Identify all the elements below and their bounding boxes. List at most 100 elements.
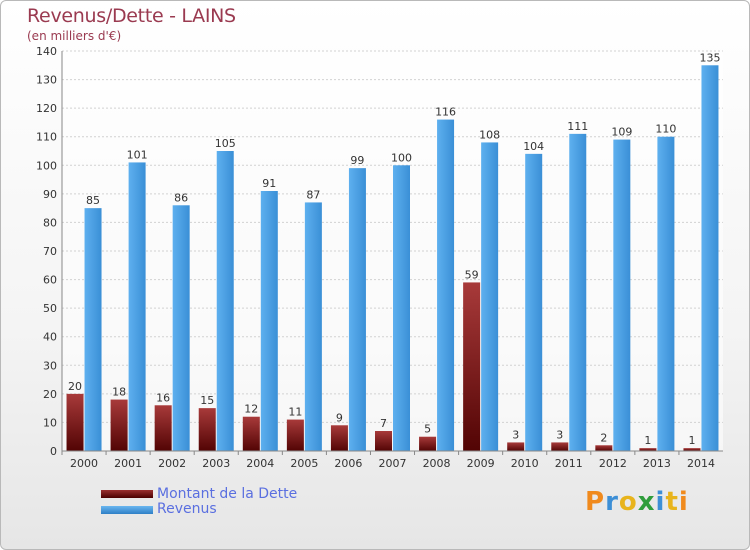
data-label-revenus: 91 xyxy=(262,177,276,190)
data-label-revenus: 135 xyxy=(699,51,720,64)
legend-label-dette: Montant de la Dette xyxy=(157,486,298,502)
bars xyxy=(66,65,719,452)
x-tick-label: 2003 xyxy=(202,457,230,470)
logo-letter: x xyxy=(637,487,656,517)
y-tick-label: 80 xyxy=(43,216,57,229)
x-tick-label: 2000 xyxy=(70,457,98,470)
proxiti-logo: Proxiti xyxy=(585,487,689,517)
bar-dette xyxy=(419,436,437,451)
bar-revenus xyxy=(128,162,146,451)
x-tick-label: 2005 xyxy=(290,457,318,470)
bar-revenus xyxy=(437,119,455,452)
data-label-dette: 16 xyxy=(156,391,170,404)
y-tick-label: 100 xyxy=(36,159,57,172)
x-tick-label: 2002 xyxy=(158,457,186,470)
bar-dette xyxy=(66,393,84,451)
y-tick-label: 30 xyxy=(43,359,57,372)
data-label-dette: 18 xyxy=(112,386,126,399)
data-label-revenus: 87 xyxy=(306,188,320,201)
bar-revenus xyxy=(525,153,543,451)
bar-revenus xyxy=(260,191,278,451)
data-label-dette: 12 xyxy=(244,403,258,416)
logo-letter: P xyxy=(585,487,606,517)
y-tick-label: 20 xyxy=(43,388,57,401)
logo-letter: t xyxy=(665,487,679,517)
x-tick-label: 2014 xyxy=(687,457,715,470)
bar-dette xyxy=(154,405,172,451)
x-tick-label: 2013 xyxy=(643,457,671,470)
bar-revenus xyxy=(657,136,675,451)
bar-dette xyxy=(286,419,304,451)
logo-letter: o xyxy=(618,487,638,517)
y-tick-label: 0 xyxy=(50,445,57,458)
data-label-dette: 3 xyxy=(556,428,563,441)
logo-letter: i xyxy=(678,487,689,517)
x-tick-label: 2007 xyxy=(379,457,407,470)
y-tick-label: 120 xyxy=(36,102,57,115)
x-tick-label: 2010 xyxy=(511,457,539,470)
x-tick-label: 2009 xyxy=(467,457,495,470)
bar-dette xyxy=(330,425,348,451)
y-tick-label: 70 xyxy=(43,245,57,258)
x-tick-label: 2011 xyxy=(555,457,583,470)
grid xyxy=(62,50,723,452)
data-label-dette: 11 xyxy=(288,406,302,419)
legend-swatch-dette xyxy=(101,490,153,498)
plot-area xyxy=(62,51,723,451)
data-label-revenus: 105 xyxy=(215,137,236,150)
legend-label-revenus: Revenus xyxy=(157,501,217,517)
y-tick-label: 40 xyxy=(43,331,57,344)
legend-swatch-revenus xyxy=(101,506,153,514)
data-label-dette: 2 xyxy=(600,431,607,444)
chart-title: Revenus/Dette - LAINS xyxy=(27,5,236,27)
logo-letter: i xyxy=(655,487,666,517)
bar-revenus xyxy=(304,202,322,451)
bar-revenus xyxy=(701,65,719,452)
data-label-dette: 1 xyxy=(644,434,651,447)
bar-revenus xyxy=(393,165,410,452)
bar-revenus xyxy=(613,139,631,452)
y-tick-label: 130 xyxy=(36,74,57,87)
data-label-revenus: 108 xyxy=(479,128,500,141)
data-label-revenus: 99 xyxy=(350,154,364,167)
data-label-dette: 9 xyxy=(336,411,343,424)
x-tick-label: 2004 xyxy=(246,457,274,470)
data-label-revenus: 110 xyxy=(655,123,676,136)
logo-letter: r xyxy=(605,487,619,517)
bar-dette xyxy=(639,448,657,451)
y-tick-label: 60 xyxy=(43,274,57,287)
y-tick-label: 10 xyxy=(43,416,57,429)
bar-dette xyxy=(551,442,569,451)
data-label-revenus: 100 xyxy=(391,151,412,164)
data-label-dette: 1 xyxy=(688,434,695,447)
bar-revenus xyxy=(348,168,366,451)
data-label-revenus: 111 xyxy=(567,120,588,133)
x-tick-label: 2012 xyxy=(599,457,627,470)
bar-dette xyxy=(683,448,701,451)
data-label-revenus: 116 xyxy=(435,106,456,119)
data-label-dette: 20 xyxy=(68,380,82,393)
y-tick-label: 110 xyxy=(36,131,57,144)
bar-dette xyxy=(463,282,481,451)
data-label-revenus: 85 xyxy=(86,194,100,207)
data-label-dette: 15 xyxy=(200,394,214,407)
bar-revenus xyxy=(569,133,587,451)
bar-dette xyxy=(375,431,392,451)
x-tick-label: 2008 xyxy=(423,457,451,470)
data-label-revenus: 109 xyxy=(611,126,632,139)
data-label-dette: 3 xyxy=(512,428,519,441)
bar-dette xyxy=(242,416,260,451)
y-tick-label: 140 xyxy=(36,45,57,58)
data-label-dette: 5 xyxy=(424,423,431,436)
bar-dette xyxy=(110,399,128,451)
data-label-revenus: 101 xyxy=(127,148,148,161)
y-tick-label: 50 xyxy=(43,302,57,315)
bar-revenus xyxy=(481,142,499,451)
y-tick-label: 90 xyxy=(43,188,57,201)
bar-revenus xyxy=(172,205,190,451)
bar-revenus xyxy=(216,151,234,451)
bar-dette xyxy=(507,442,525,451)
bar-dette xyxy=(595,445,613,451)
